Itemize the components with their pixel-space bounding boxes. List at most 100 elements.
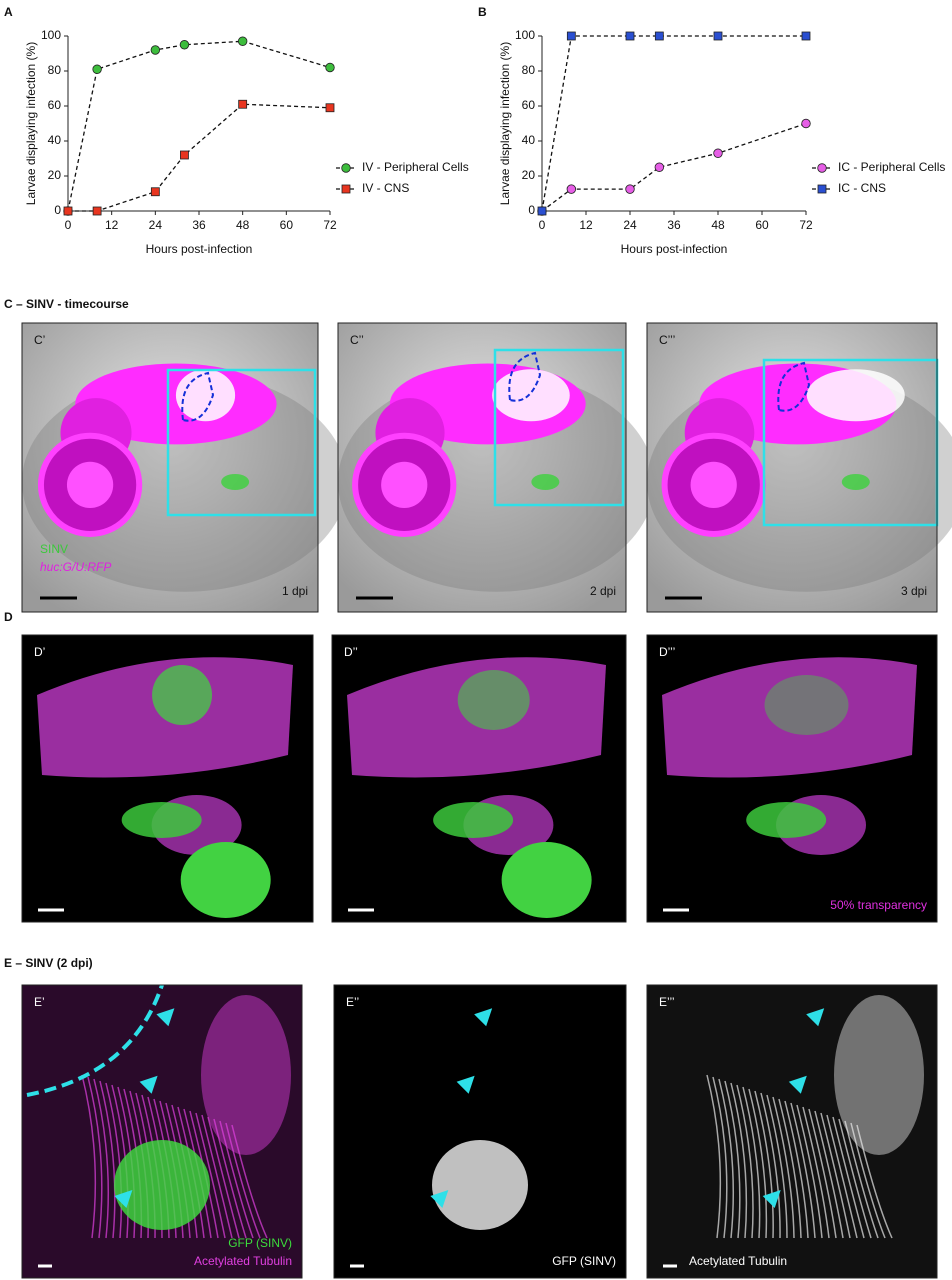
image-panel: D’ — [21, 634, 314, 923]
series-line — [68, 103, 331, 212]
legend-marker — [341, 163, 351, 173]
fiber — [742, 1086, 761, 1239]
fiber — [838, 1118, 872, 1239]
fiber — [706, 1074, 722, 1239]
image-caption: Acetylated Tubulin — [689, 1254, 787, 1268]
y-tick-label: 100 — [515, 28, 535, 42]
image-panel: E’’’ Acetylated Tubulin — [646, 984, 938, 1279]
panel-label: B — [478, 5, 487, 19]
fiber — [772, 1096, 795, 1239]
x-tick-label: 12 — [105, 218, 119, 232]
image-frame — [21, 984, 303, 1279]
image-caption: 2 dpi — [590, 584, 616, 598]
image-frame — [646, 984, 938, 1279]
brain-render — [662, 657, 917, 778]
image-panel: C’ SINV huc:G/U:RFP 1 dpi — [21, 322, 348, 613]
section-title: D — [4, 610, 13, 624]
marker — [713, 31, 723, 41]
fiber — [231, 1124, 268, 1239]
arrowhead — [430, 1189, 449, 1208]
legend-marker — [817, 184, 827, 194]
image-panel: E’’ GFP (SINV) — [333, 984, 627, 1279]
x-tick-label: 0 — [65, 218, 72, 232]
image-frame — [333, 984, 627, 1279]
tissue — [201, 995, 291, 1155]
image-caption: GFP (SINV) — [552, 1254, 616, 1268]
fiber — [748, 1088, 768, 1239]
series-line — [541, 35, 806, 212]
legend-label: IC - Peripheral Cells — [838, 160, 945, 174]
marker — [92, 64, 102, 74]
y-tick-label: 20 — [522, 168, 536, 182]
marker — [237, 36, 248, 46]
y-tick-label: 0 — [528, 203, 535, 217]
image-caption: 50% transparency — [830, 898, 927, 912]
y-tick-label: 80 — [522, 63, 536, 77]
infection — [175, 369, 236, 422]
image-caption: 1 dpi — [282, 584, 308, 598]
x-axis-label: Hours post-infection — [146, 242, 253, 256]
marker — [325, 103, 335, 113]
image-label: D’’’ — [659, 645, 675, 659]
marker — [654, 162, 665, 172]
section-title: E – SINV (2 dpi) — [4, 956, 93, 970]
x-tick-label: 72 — [323, 218, 337, 232]
y-tick-label: 60 — [48, 98, 62, 112]
fiber — [207, 1116, 240, 1239]
image-label: E’’’ — [659, 995, 675, 1009]
fiber — [826, 1114, 858, 1239]
image-caption: 3 dpi — [901, 584, 927, 598]
arrowhead — [762, 1189, 781, 1208]
x-tick-label: 12 — [579, 218, 593, 232]
fiber — [814, 1110, 844, 1239]
sinv-green — [531, 473, 560, 490]
image-frame — [21, 634, 314, 923]
lens — [381, 461, 428, 508]
fiber — [201, 1114, 233, 1239]
fiber — [736, 1084, 754, 1239]
green-lobe — [433, 802, 514, 838]
marker — [801, 31, 811, 41]
x-tick-label: 36 — [192, 218, 206, 232]
neuron-cluster — [114, 1140, 210, 1230]
fiber — [724, 1080, 741, 1239]
roi-outline — [181, 371, 215, 422]
legend-label: IC - CNS — [838, 181, 886, 195]
x-tick-label: 72 — [799, 218, 813, 232]
fiber — [730, 1082, 748, 1239]
arrowhead — [156, 1008, 175, 1027]
infection — [806, 369, 905, 422]
arrowhead — [806, 1008, 825, 1027]
boundary — [26, 984, 164, 1097]
y-tick-label: 80 — [48, 63, 62, 77]
fiber — [796, 1104, 823, 1239]
green-mass — [501, 842, 592, 918]
image-label: D’’ — [344, 645, 358, 659]
roi-outline — [777, 361, 811, 412]
marker — [625, 31, 635, 41]
fiber — [87, 1076, 103, 1239]
marker — [654, 31, 664, 41]
fiber — [808, 1108, 837, 1239]
section-title: C – SINV - timecourse — [4, 297, 129, 311]
fiber — [820, 1112, 851, 1239]
x-tick-label: 24 — [149, 218, 163, 232]
marker — [537, 206, 547, 216]
fiber — [195, 1112, 226, 1239]
marker — [238, 99, 248, 109]
fiber — [784, 1100, 809, 1239]
image-panel: C’’ 2 dpi — [337, 322, 655, 613]
lens — [690, 461, 737, 508]
image-frame — [337, 322, 627, 613]
x-tick-label: 0 — [539, 218, 546, 232]
series-line — [541, 122, 807, 212]
roi-box — [493, 348, 625, 507]
legend-label: IV - Peripheral Cells — [362, 160, 469, 174]
marker — [150, 187, 160, 197]
x-axis-label: Hours post-infection — [621, 242, 728, 256]
image-panel: C’’’ 3 dpi — [646, 322, 952, 613]
roi-box — [166, 368, 317, 517]
y-tick-label: 40 — [48, 133, 62, 147]
y-tick-label: 20 — [48, 168, 62, 182]
